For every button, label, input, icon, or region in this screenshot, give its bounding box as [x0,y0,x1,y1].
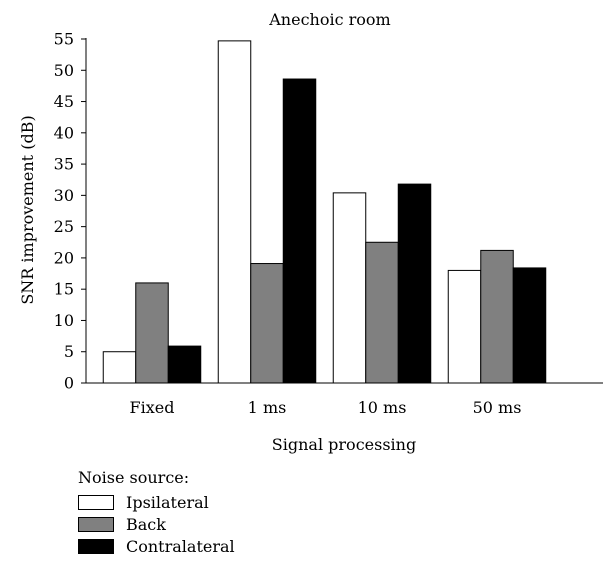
x-tick-label: 1 ms [248,398,287,417]
bar-back-fixed [135,282,169,384]
bar-ipsilateral-50-ms [447,269,482,384]
chart-title: Anechoic room [268,10,390,29]
bar-ipsilateral-1-ms [217,40,252,384]
bar-chart: Anechoic room SNR improvement (dB) Signa… [18,10,603,454]
y-tick-label: 0 [64,374,74,393]
y-tick-label: 10 [54,311,74,330]
bar-contralateral-fixed [167,345,202,384]
y-axis-label: SNR improvement (dB) [18,115,37,304]
y-tick-label: 25 [54,217,74,236]
bar-contralateral-1-ms [282,78,317,384]
legend-swatch-contralateral [78,538,114,554]
x-axis: Fixed 1 ms 10 ms 50 ms [130,398,522,417]
y-tick-label: 55 [54,30,74,49]
bar-ipsilateral-fixed [102,351,137,384]
bar-back-50-ms [480,249,514,384]
y-tick-label: 5 [64,342,74,361]
y-tick-label: 15 [54,280,74,299]
y-tick-label: 30 [54,186,74,205]
y-axis: 0 5 10 15 20 25 30 35 40 45 50 55 [54,30,86,393]
legend-title: Noise source: [78,468,190,487]
x-tick-label: 50 ms [473,398,522,417]
legend-label-back: Back [126,514,166,534]
x-axis-label: Signal processing [272,435,416,454]
legend-label-contralateral: Contralateral [126,536,235,556]
legend-swatch-back [78,516,114,532]
legend: Noise source: Ipsilateral Back Contralat… [78,468,235,557]
x-tick-label: 10 ms [358,398,407,417]
legend-label-ipsilateral: Ipsilateral [126,492,209,512]
bars [102,40,547,384]
y-tick-label: 50 [54,61,74,80]
y-tick-label: 40 [54,123,74,142]
bar-back-1-ms [250,263,284,384]
bar-contralateral-10-ms [397,183,432,384]
legend-item-ipsilateral: Ipsilateral [78,491,235,513]
y-tick-label: 35 [54,155,74,174]
bar-ipsilateral-10-ms [332,192,367,384]
bar-back-10-ms [365,241,399,384]
bar-contralateral-50-ms [512,267,547,384]
legend-item-back: Back [78,513,235,535]
y-tick-label: 20 [54,248,74,267]
legend-swatch-ipsilateral [78,494,114,510]
x-tick-label: Fixed [130,398,175,417]
legend-item-contralateral: Contralateral [78,535,235,557]
y-tick-label: 45 [54,92,74,111]
